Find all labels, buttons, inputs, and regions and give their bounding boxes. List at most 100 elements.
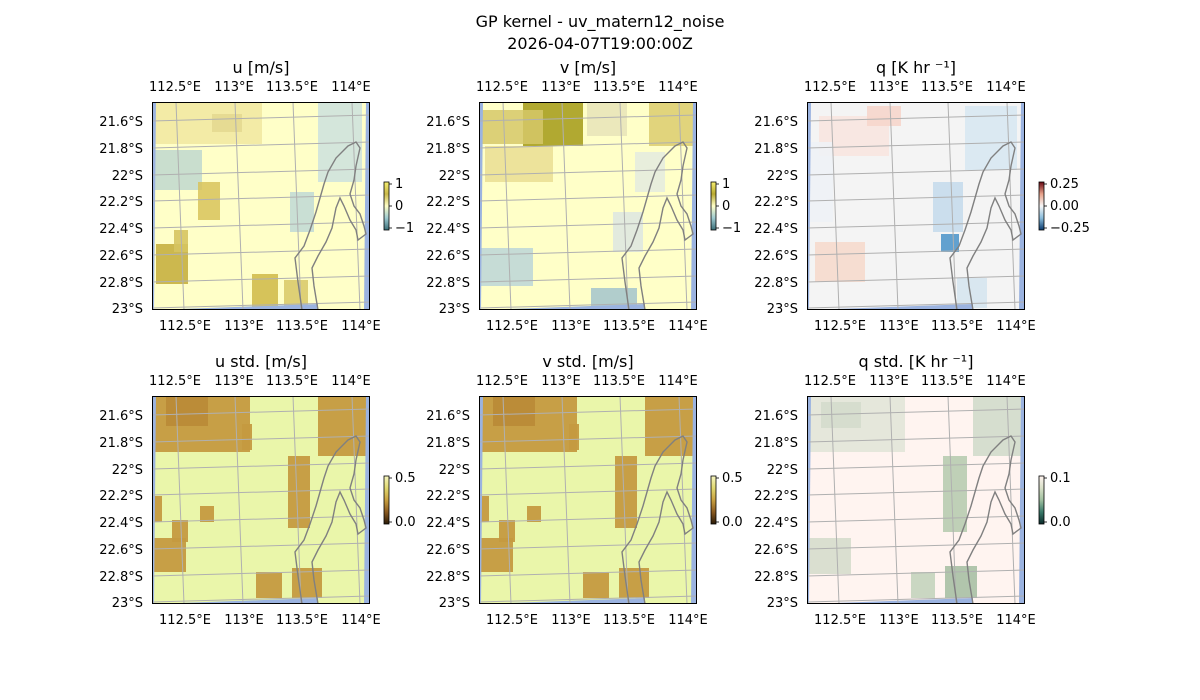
field-patch — [479, 496, 489, 522]
lon-tick-label-bottom: 113°E — [551, 319, 591, 334]
map-panel: v std. [m/s] 112.5°E 112.5°E 113°E 113°E 113.… — [426, 352, 742, 628]
map-panel: u std. [m/s] 112.5°E 112.5°E 113°E 113°E 113.… — [99, 352, 415, 628]
field-patch — [256, 572, 282, 598]
colorbar-tick-label: −1 — [722, 221, 741, 236]
field-patch — [867, 106, 901, 126]
colorbar-tick-label: 0.5 — [395, 471, 416, 486]
lat-tick-label: 21.8°S — [426, 436, 470, 451]
parallel — [807, 114, 1025, 122]
colorbar-tick-label: −0.25 — [1050, 221, 1090, 236]
panel-title: q [K hr ⁻¹] — [876, 58, 956, 77]
parallel — [152, 488, 370, 496]
lon-tick-label-bottom: 112.5°E — [814, 613, 866, 628]
lon-tick-label-top: 112.5°E — [476, 374, 528, 389]
meridian — [351, 396, 361, 604]
parallel — [152, 168, 370, 176]
map-panel: v [m/s]112.5°E112.5°E113°E113°E113.5°E11… — [426, 58, 741, 334]
panel-title: v [m/s] — [560, 58, 616, 77]
lon-tick-label-top: 112.5°E — [804, 374, 856, 389]
lat-tick-label: 23°S — [439, 302, 470, 317]
field-patch — [911, 572, 935, 598]
field-patch — [943, 456, 967, 532]
parallel — [152, 141, 370, 149]
lat-tick-label: 22.6°S — [426, 249, 470, 264]
lat-tick-label: 22°S — [767, 169, 798, 184]
field-patch — [479, 538, 513, 572]
lat-tick-label: 21.6°S — [426, 115, 470, 130]
field-patch — [815, 242, 865, 282]
meridian — [561, 102, 571, 310]
field-patch — [615, 456, 637, 528]
graticule — [807, 396, 1025, 604]
parallel — [479, 168, 697, 176]
lon-tick-label-bottom: 112.5°E — [159, 319, 211, 334]
parallel — [479, 595, 697, 603]
field-patch — [198, 182, 220, 220]
field-patch — [290, 192, 314, 232]
lat-tick-label: 23°S — [767, 596, 798, 611]
graticule — [152, 396, 370, 604]
lat-tick-label: 22.4°S — [426, 222, 470, 237]
lat-tick-label: 22.6°S — [426, 543, 470, 558]
parallel — [479, 462, 697, 470]
lon-tick-label-top: 113.5°E — [266, 374, 318, 389]
lon-tick-label-top: 114°E — [658, 80, 698, 95]
lat-tick-label: 21.6°S — [99, 409, 143, 424]
lon-tick-label-top: 114°E — [331, 374, 371, 389]
parallel — [807, 569, 1025, 577]
lat-tick-label: 22°S — [767, 463, 798, 478]
parallel — [807, 595, 1025, 603]
parallel — [479, 275, 697, 283]
colorbar-ramp — [1038, 475, 1045, 525]
lat-tick-label: 22.8°S — [754, 276, 798, 291]
lat-tick-label: 21.6°S — [99, 115, 143, 130]
parallel — [807, 542, 1025, 550]
parallel — [152, 301, 370, 309]
parallel — [479, 435, 697, 443]
land-mask — [152, 304, 318, 310]
lat-tick-label: 22.4°S — [99, 516, 143, 531]
lat-tick-label: 22.6°S — [99, 543, 143, 558]
lon-tick-label-bottom: 113.5°E — [603, 613, 655, 628]
lat-tick-label: 23°S — [112, 596, 143, 611]
meridian — [830, 102, 840, 310]
land-mask — [807, 304, 973, 310]
lon-tick-label-bottom: 114°E — [996, 613, 1036, 628]
map-field — [152, 102, 370, 310]
lon-tick-label-top: 114°E — [986, 80, 1026, 95]
parallel — [152, 248, 370, 256]
colorbar-ramp — [383, 475, 390, 525]
parallel — [807, 488, 1025, 496]
field-patch — [152, 102, 262, 144]
coastline — [949, 435, 1022, 604]
lon-tick-label-bottom: 113°E — [879, 319, 919, 334]
colorbar: 0.5 0.0 — [710, 471, 743, 530]
field-patch — [166, 396, 208, 426]
parallel — [807, 435, 1025, 443]
lat-tick-label: 22.2°S — [754, 195, 798, 210]
colorbar-tick-label: 1 — [722, 177, 730, 192]
parallel — [479, 194, 697, 202]
lat-tick-label: 21.6°S — [754, 409, 798, 424]
land-mask — [691, 396, 697, 604]
parallel — [479, 248, 697, 256]
parallel — [479, 114, 697, 122]
lon-tick-label-top: 114°E — [331, 80, 371, 95]
lon-tick-label-top: 112.5°E — [149, 374, 201, 389]
meridian — [947, 102, 957, 310]
lon-tick-label-bottom: 113.5°E — [931, 319, 983, 334]
graticule — [807, 102, 1025, 310]
land-mask — [691, 102, 697, 310]
lat-tick-label: 21.8°S — [99, 142, 143, 157]
field-patch — [821, 402, 861, 428]
lat-tick-label: 21.8°S — [426, 142, 470, 157]
figure-subtitle: 2026-04-07T19:00:00Z — [507, 34, 693, 53]
field-patch — [485, 146, 553, 182]
field-patch — [479, 110, 543, 144]
parallel — [807, 248, 1025, 256]
meridian — [292, 396, 302, 604]
colorbar-tick-label: 1 — [395, 177, 403, 192]
colorbar-tick-label: 0.00 — [1050, 199, 1079, 214]
lon-tick-label-top: 113°E — [541, 80, 581, 95]
